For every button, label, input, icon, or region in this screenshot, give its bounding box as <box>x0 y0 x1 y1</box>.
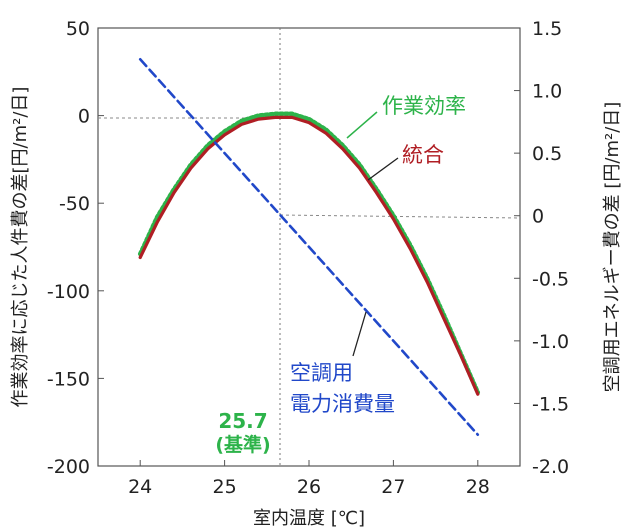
y-left-tick-label: 50 <box>66 18 90 40</box>
x-tick-label: 25 <box>213 476 237 498</box>
series-line-power <box>138 57 480 437</box>
y-right-tick-label: 1.0 <box>532 81 562 103</box>
y-left-tick-label: 0 <box>78 106 90 128</box>
y-right-tick-label: -1.5 <box>532 393 569 415</box>
y-axis-right-label: 空調用エネルギー費の差 [円/m²/日] <box>602 102 623 393</box>
y-left-tick-label: -100 <box>47 281 90 303</box>
x-tick-label: 27 <box>381 476 405 498</box>
ref-line-right-zero <box>279 214 521 219</box>
label-power: 空調用 電力消費量 <box>290 361 395 416</box>
y-right-tick-label: -1.0 <box>532 331 569 353</box>
y-left-tick-label: -200 <box>47 456 90 478</box>
y-right-tick-label: 0 <box>532 206 544 228</box>
y-right-tick-label: -0.5 <box>532 268 569 290</box>
y-axis-left-label: 作業効率に応じた人件費の差[円/m²/日] <box>10 87 31 408</box>
x-tick-label: 28 <box>466 476 490 498</box>
label-power-line2: 電力消費量 <box>290 392 395 416</box>
y-right-tick-label: 1.5 <box>532 18 562 40</box>
y-right-tick-label: 0.5 <box>532 143 562 165</box>
label-leader-efficiency <box>346 111 378 139</box>
ref-value-label: 25.7 <box>218 409 267 433</box>
x-tick-label: 26 <box>297 476 321 498</box>
y-left-tick-label: -50 <box>59 193 90 215</box>
x-axis-label: 室内温度 [℃] <box>253 508 365 529</box>
label-efficiency: 作業効率 <box>382 94 466 118</box>
y-left-tick-label: -150 <box>47 368 90 390</box>
ref-sub-label: (基準) <box>215 433 270 456</box>
label-combined: 統合 <box>402 143 444 167</box>
x-tick-label: 24 <box>128 476 152 498</box>
y-right-tick-label: -2.0 <box>532 456 569 478</box>
series-layer <box>137 57 481 437</box>
ticks-layer: 24 25 26 27 28 50 0 -50 -100 -150 -200 1.5 1.0 0.5 0 -0… <box>47 18 569 498</box>
label-leader-combined <box>367 157 399 181</box>
series-line-combined <box>138 115 480 396</box>
label-leader-power <box>352 311 367 357</box>
label-power-line1: 空調用 <box>290 361 353 385</box>
series-line-efficiency <box>137 111 481 395</box>
